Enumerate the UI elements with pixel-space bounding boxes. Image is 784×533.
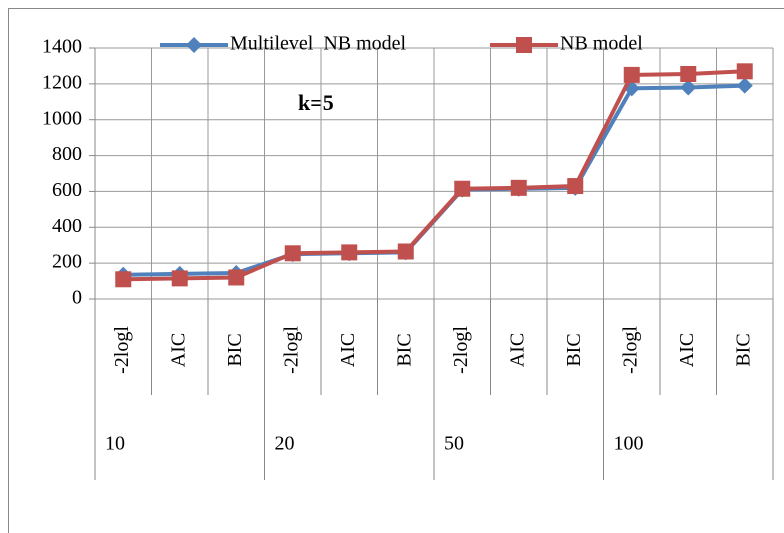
x-tick-label: AIC: [337, 333, 359, 367]
x-tick-label: BIC: [732, 333, 754, 366]
y-tick-label: 0: [72, 287, 82, 309]
x-tick-label: -2logl: [619, 326, 641, 374]
series-line: [123, 69, 745, 282]
x-tick-label: AIC: [167, 333, 189, 367]
legend-label: NB model: [560, 33, 643, 55]
annotation: k=5: [298, 90, 334, 115]
x-tick-label: BIC: [393, 333, 415, 366]
group-label: 10: [105, 433, 125, 455]
y-tick-label: 200: [52, 251, 82, 273]
group-label: 50: [444, 433, 464, 455]
y-tick-label: 800: [52, 143, 82, 165]
y-tick-label: 1400: [42, 36, 82, 58]
data-point: [171, 270, 188, 287]
x-tick-label: BIC: [563, 333, 585, 366]
data-point: [567, 178, 584, 195]
chart-frame: [8, 8, 784, 533]
y-tick-label: 1200: [42, 71, 82, 93]
data-point: [680, 79, 697, 96]
group-label: 20: [275, 433, 295, 455]
data-point: [341, 244, 358, 261]
data-point: [623, 66, 640, 83]
legend-marker: [186, 37, 202, 53]
legend-marker: [516, 37, 532, 53]
legend-label: Multilevel NB model: [230, 33, 407, 55]
x-tick-label: -2logl: [450, 326, 472, 374]
data-point: [510, 179, 527, 196]
data-point: [680, 65, 697, 82]
x-tick-label: AIC: [506, 333, 528, 367]
data-point: [736, 63, 753, 80]
y-tick-label: 400: [52, 215, 82, 237]
data-point: [454, 180, 471, 197]
data-point: [228, 269, 245, 286]
x-tick-label: -2logl: [111, 326, 133, 374]
data-point: [397, 243, 414, 260]
x-tick-label: AIC: [676, 333, 698, 367]
x-tick-label: -2logl: [280, 326, 302, 374]
data-point: [115, 271, 132, 288]
y-tick-label: 600: [52, 179, 82, 201]
y-tick-label: 1000: [42, 107, 82, 129]
group-label: 100: [614, 433, 644, 455]
data-point: [736, 77, 753, 94]
data-point: [284, 245, 301, 262]
x-tick-label: BIC: [224, 333, 246, 366]
